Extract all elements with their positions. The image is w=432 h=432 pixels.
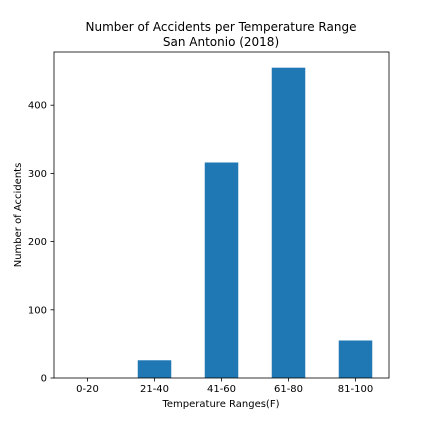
x-axis-label: Temperature Ranges(F) — [162, 399, 280, 410]
y-tick-label-400: 400 — [28, 101, 47, 112]
chart-subtitle: San Antonio (2018) — [163, 35, 279, 49]
y-tick-label-0: 0 — [41, 374, 47, 385]
bar-41-60 — [204, 162, 239, 378]
bar-61-80 — [271, 67, 306, 378]
y-axis-label: Number of Accidents — [13, 163, 24, 268]
y-tick-label-200: 200 — [28, 237, 47, 248]
y-tick-label-100: 100 — [28, 305, 47, 316]
chart-title: Number of Accidents per Temperature Rang… — [86, 20, 357, 34]
bar-81-100 — [338, 340, 373, 378]
x-axis-ticks: 0-20 21-40 41-60 61-80 81-100 — [76, 378, 373, 395]
x-tick-label-41-60: 41-60 — [207, 384, 236, 395]
plot-frame — [53, 51, 390, 379]
y-axis-ticks: 0 100 200 300 400 — [28, 101, 54, 385]
x-tick-label-21-40: 21-40 — [140, 384, 169, 395]
x-tick-label-0-20: 0-20 — [76, 384, 99, 395]
x-tick-label-61-80: 61-80 — [274, 384, 303, 395]
x-tick-label-81-100: 81-100 — [338, 384, 373, 395]
bar-21-40 — [137, 360, 172, 378]
bars-group — [137, 67, 373, 378]
y-tick-label-300: 300 — [28, 169, 47, 180]
